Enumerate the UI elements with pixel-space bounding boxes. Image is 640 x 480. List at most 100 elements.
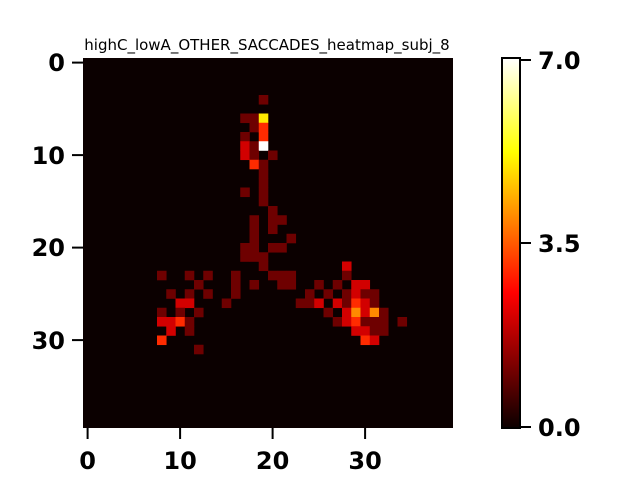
heatmap-cell [379,317,389,327]
heatmap-cell [360,317,371,327]
heatmap-cell [342,270,352,281]
heatmap-cell [249,113,260,124]
heatmap-cell [268,243,278,253]
y-tick-label-0: 0 [48,49,65,77]
heatmap-cell [360,289,371,299]
heatmap-cell [360,335,371,346]
heatmap-cell [332,280,343,290]
heatmap-cell [249,252,260,262]
heatmap-cell [240,132,250,142]
heatmap-cell [351,289,361,299]
heatmap-cell [314,280,324,290]
heatmap-cell [249,215,260,225]
heatmap-cell [203,270,213,281]
x-tick-label-10: 10 [163,447,196,475]
heatmap-cell [184,326,195,336]
heatmap-cell [249,233,260,244]
heatmap-cell [166,317,176,327]
heatmap-cell [258,169,269,179]
heatmap-cell [369,289,380,299]
colorbar-gradient [501,57,521,429]
heatmap-cell [268,150,278,161]
heatmap-cell [360,307,371,318]
colorbar-tick-label-min: 0.0 [538,414,581,442]
heatmap-cell [258,196,269,207]
heatmap-cell [295,298,306,309]
heatmap-cell [351,298,361,309]
heatmap-cell [342,261,352,272]
heatmap-cell [157,307,167,318]
heatmap-cell [342,298,352,309]
heatmap-cell [249,280,260,290]
heatmap-cell [268,215,278,225]
heatmap-cell [369,298,380,309]
heatmap-cell [194,344,204,355]
heatmap-cell [157,317,167,327]
chart-title: highC_lowA_OTHER_SACCADES_heatmap_subj_8 [84,36,449,55]
x-axis: 0 10 20 30 [79,428,382,475]
heatmap-cell [175,317,186,327]
y-tick-label-30: 30 [32,327,65,355]
heatmap-cell [351,280,361,290]
heatmap-cell [184,317,195,327]
heatmap-cell [166,289,176,299]
heatmap-cell [277,243,287,253]
heatmap-cell [369,326,380,336]
heatmap-cell [286,280,297,290]
heatmap-cell [166,326,176,336]
colorbar-tick-label-mid: 3.5 [538,230,581,258]
heatmap-cell [351,317,361,327]
heatmap-cell [258,113,269,124]
heatmap-cell [277,270,287,281]
y-tick-label-10: 10 [32,142,65,170]
x-tick-label-30: 30 [348,447,381,475]
heatmap-cell [258,178,269,188]
heatmap-cell [323,289,334,299]
heatmap-cell [184,270,195,281]
heatmap-cell [277,215,287,225]
heatmap-cell [360,326,371,336]
heatmap-cell [258,187,269,198]
heatmap-cell [286,233,297,244]
heatmap-cell [286,270,297,281]
heatmap-cell [184,289,195,299]
x-tick-label-20: 20 [256,447,289,475]
heatmap-cell [240,113,250,124]
heatmap-cell [258,141,269,151]
heatmap-cell [203,289,213,299]
heatmap-cell [268,270,278,281]
heatmap-cell [369,317,380,327]
heatmap-cell [240,243,250,253]
heatmap-cell [249,159,260,170]
heatmap-cell [175,298,186,309]
y-tick-label-20: 20 [32,234,65,262]
heatmap-cell [342,307,352,318]
heatmap-cell [231,289,241,299]
x-tick-label-0: 0 [79,447,96,475]
heatmap-cell [249,150,260,161]
heatmap-cell [332,298,343,309]
heatmap-cells [157,95,408,355]
heatmap-cell [360,280,371,290]
heatmap-cell [157,270,167,281]
heatmap-cell [351,326,361,336]
y-axis: 0 10 20 30 [32,49,83,355]
heatmap-cell [240,252,250,262]
heatmap-cell [249,224,260,235]
heatmap-cell [342,289,352,299]
heatmap-cell [305,298,315,309]
heatmap-cell [323,307,334,318]
heatmap-cell [332,317,343,327]
heatmap-cell [342,317,352,327]
heatmap-cell [305,289,315,299]
heatmap-cell [258,252,269,262]
heatmap-cell [268,206,278,216]
heatmap-cell [379,307,389,318]
colorbar: 7.0 3.5 0.0 [501,47,581,442]
heatmap-cell [277,280,287,290]
heatmap-cell [231,270,241,281]
heatmap-cell [360,298,371,309]
heatmap-cell [221,298,232,309]
heatmap-cell [231,280,241,290]
